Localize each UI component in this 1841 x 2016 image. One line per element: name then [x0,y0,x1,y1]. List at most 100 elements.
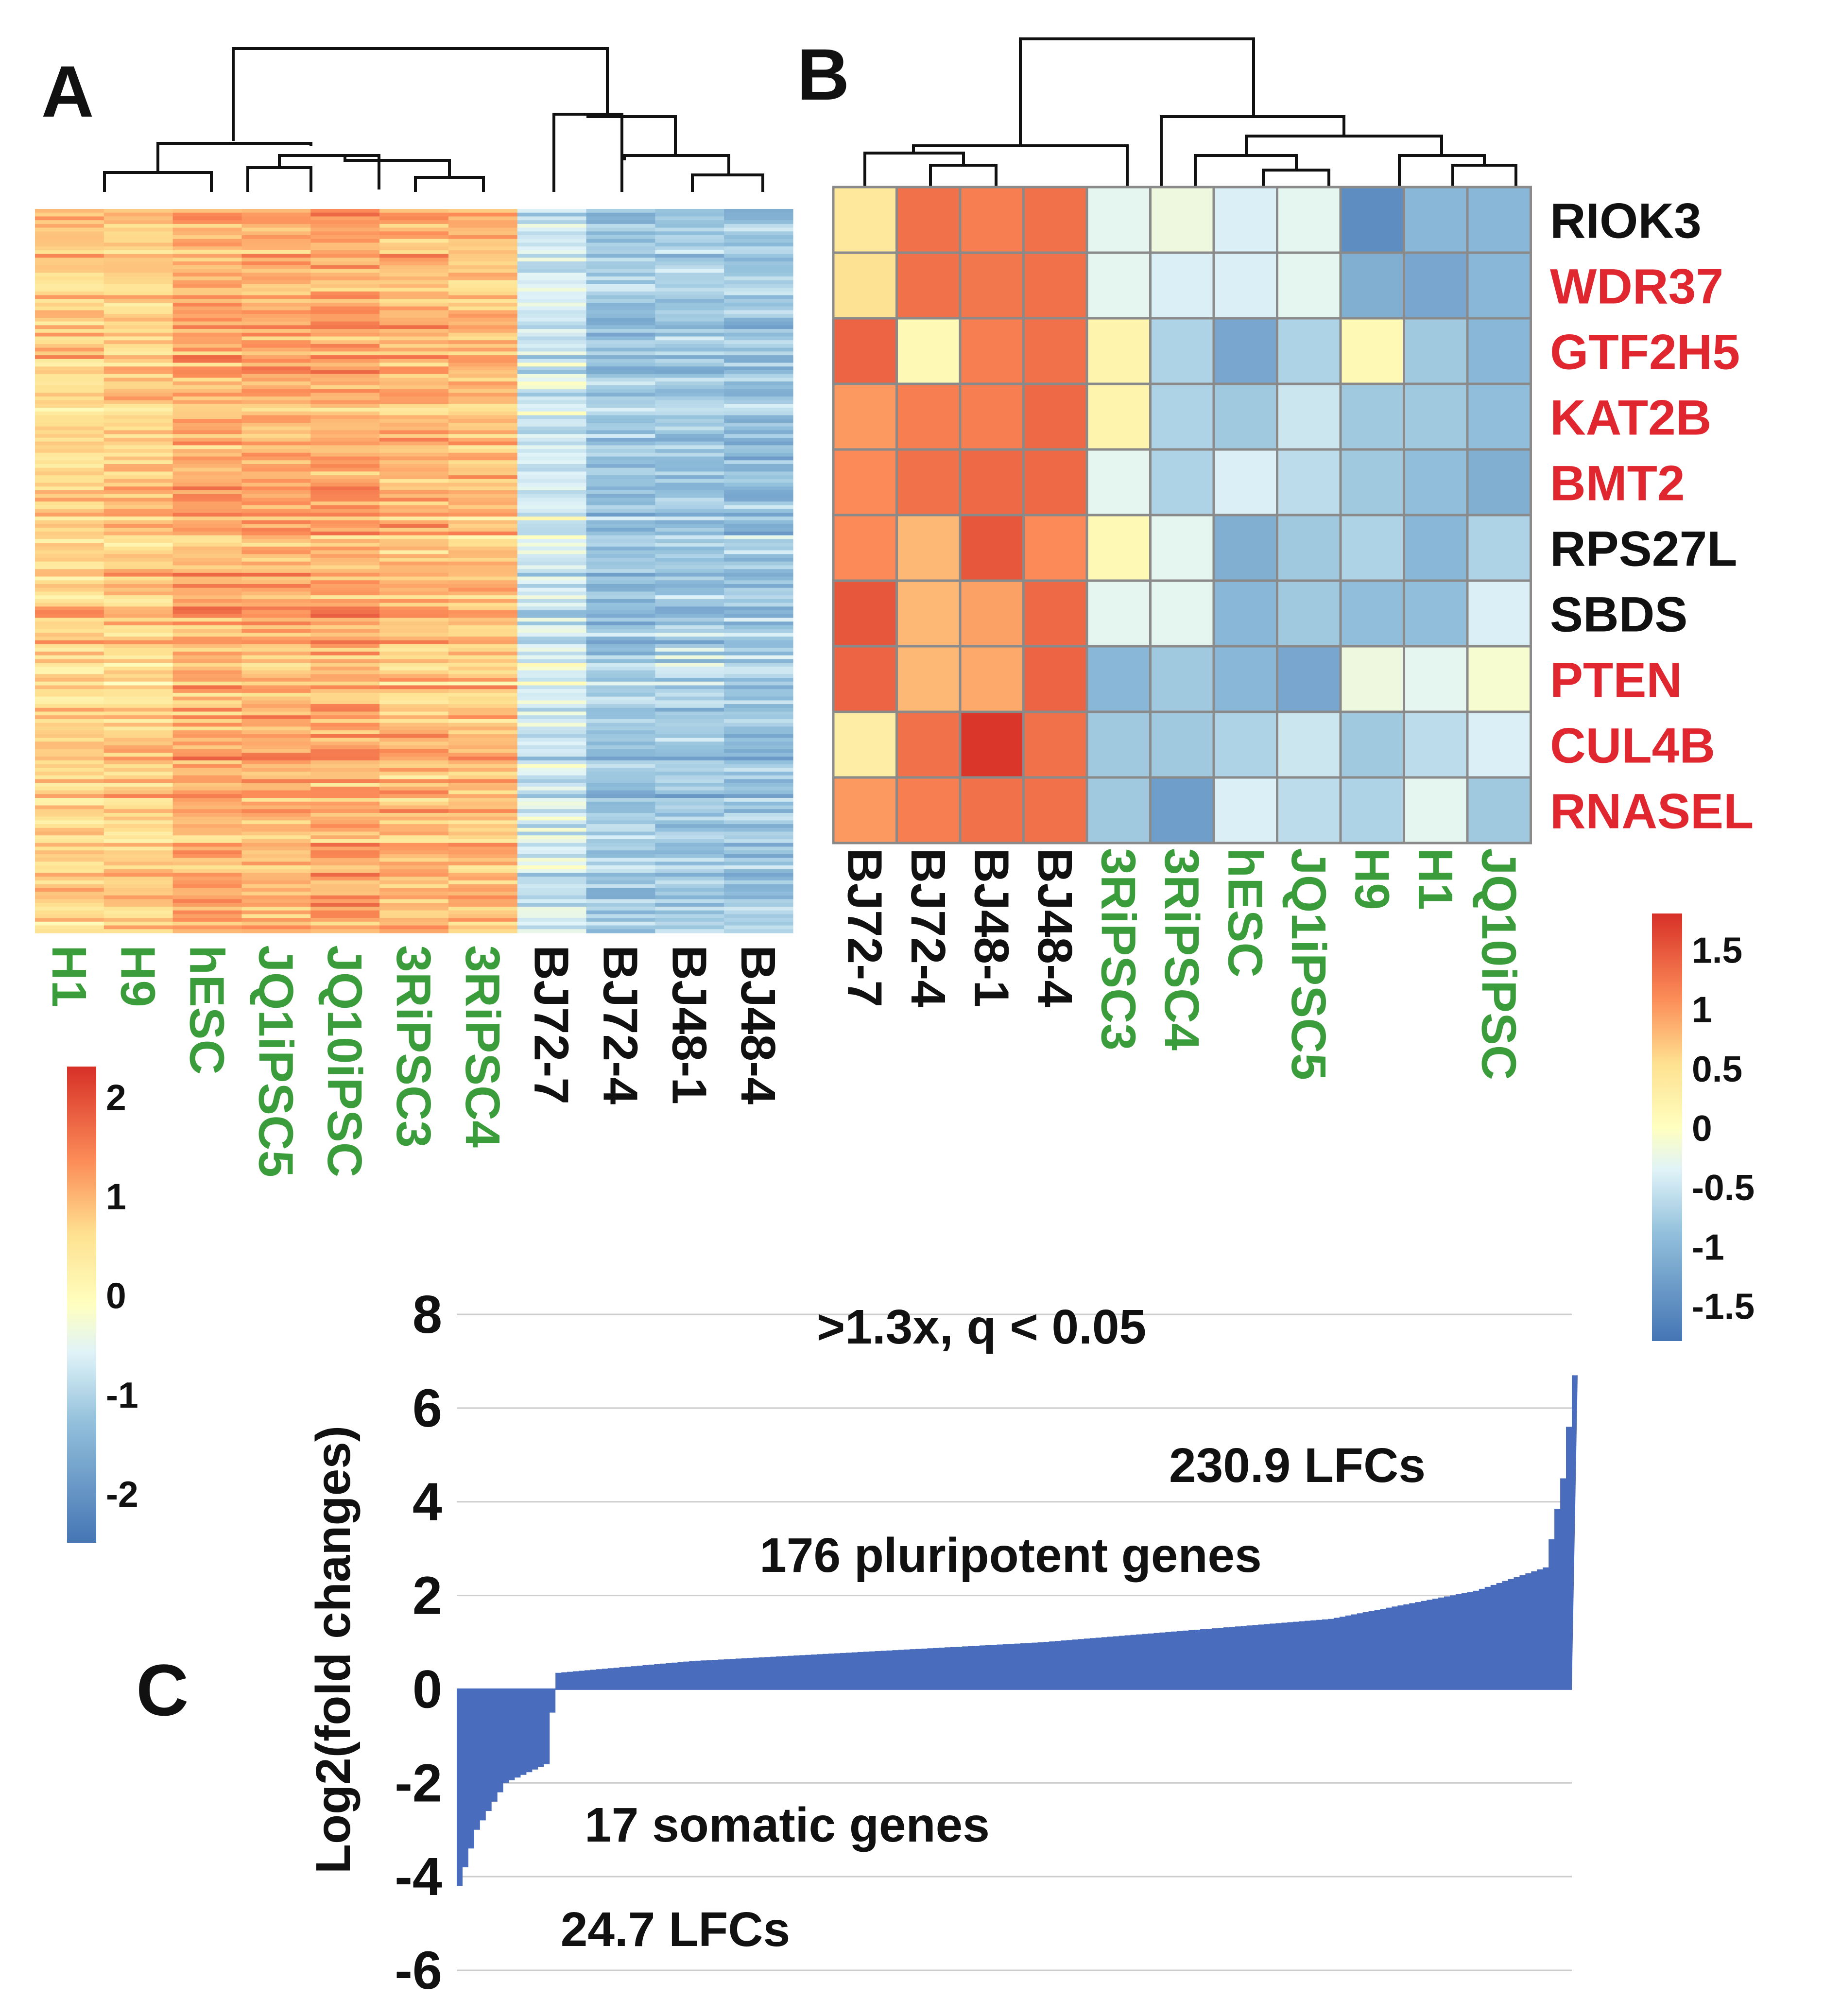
heatmap-a-cell [517,820,587,825]
heatmap-b-cell [1085,645,1152,713]
heatmap-a-cell [448,381,518,386]
heatmap-a-cell [655,475,724,480]
heatmap-a-cell [379,362,449,367]
heatmap-a-cell [103,227,173,232]
heatmap-b-cell [895,710,962,779]
heatmap-a-cell [517,261,587,266]
heatmap-a-cell [379,809,449,813]
heatmap-a-cell [172,351,242,356]
heatmap-a-cell [724,587,793,592]
heatmap-a-cell [241,235,311,240]
heatmap-a-cell [241,772,311,776]
heatmap-a-cell [310,325,380,329]
heatmap-a-cell [172,411,242,416]
heatmap-a-cell [241,490,311,495]
heatmap-a-cell [172,344,242,348]
heatmap-a-column-label: BJ72-7 [524,945,579,1104]
heatmap-a-cell [517,445,587,449]
heatmap-a-cell [586,696,655,701]
heatmap-a-cell [655,254,724,258]
heatmap-a-cell [103,340,173,345]
heatmap-a-cell [35,873,104,877]
heatmap-a-cell [586,835,655,840]
heatmap-a-cell [35,685,104,689]
heatmap-a-cell [379,389,449,393]
heatmap-a-cell [379,700,449,705]
heatmap-a-cell [35,903,104,907]
heatmap-a-cell [379,719,449,724]
heatmap-a-cell [103,528,173,532]
legend-a-tick-label: 1 [106,1176,126,1217]
heatmap-a-cell [586,524,655,528]
heatmap-a-cell [724,640,793,645]
heatmap-a-cell [241,873,311,877]
heatmap-a-cell [103,351,173,356]
heatmap-a-cell [241,498,311,502]
heatmap-a-cell [172,509,242,513]
heatmap-a-cell [172,906,242,911]
heatmap-a-cell [517,381,587,386]
heatmap-a-cell [586,775,655,780]
heatmap-a-cell [310,760,380,765]
heatmap-a-cell [517,419,587,423]
heatmap-a-cell [103,531,173,536]
heatmap-a-cell [586,467,655,472]
heatmap-a-cell [655,749,724,754]
heatmap-a-cell [172,216,242,221]
heatmap-a-cell [517,250,587,255]
heatmap-a-cell [35,707,104,712]
heatmap-a-cell [172,892,242,896]
heatmap-a-cell [586,261,655,266]
heatmap-a-cell [35,689,104,693]
heatmap-a-cell [724,745,793,750]
heatmap-a-cell [379,419,449,423]
heatmap-a-cell [517,557,587,562]
heatmap-a-cell [103,726,173,731]
heatmap-a-cell [172,835,242,840]
heatmap-a-cell [35,295,104,299]
heatmap-a-cell [517,212,587,217]
heatmap-a-cell [310,374,380,379]
heatmap-a-cell [586,674,655,678]
heatmap-a-cell [103,621,173,626]
heatmap-a-cell [586,584,655,588]
heatmap-a-cell [448,265,518,270]
heatmap-a-cell [172,569,242,573]
heatmap-a-cell [379,452,449,457]
heatmap-a-cell [35,517,104,521]
heatmap-b-cell [1276,251,1342,320]
heatmap-a-cell [586,925,655,930]
heatmap-a-cell [35,820,104,825]
heatmap-a-cell [310,696,380,701]
heatmap-a-cell [35,663,104,667]
heatmap-a-cell [379,681,449,686]
heatmap-a-cell [655,862,724,866]
heatmap-a-cell [241,340,311,345]
heatmap-a-cell [655,464,724,468]
heatmap-a-cell [35,561,104,566]
heatmap-a-cell [655,880,724,885]
heatmap-a-cell [310,317,380,322]
heatmap-a-cell [310,231,380,236]
heatmap-a-cell [35,471,104,476]
heatmap-a-cell [35,490,104,495]
heatmap-a-cell [517,873,587,877]
heatmap-a-cell [655,415,724,419]
heatmap-a-cell [586,918,655,922]
heatmap-a-cell [241,396,311,401]
heatmap-a-cell [448,250,518,255]
heatmap-b-cell [1085,186,1152,254]
heatmap-a-cell [103,644,173,648]
heatmap-a-cell [241,370,311,375]
heatmap-a-cell [586,231,655,236]
heatmap-a-cell [724,692,793,697]
heatmap-a-cell [448,494,518,499]
heatmap-a-cell [586,692,655,697]
heatmap-a-cell [724,389,793,393]
heatmap-a-cell [241,827,311,832]
heatmap-a-cell [517,846,587,851]
heatmap-a-cell [724,351,793,356]
heatmap-a-cell [586,850,655,855]
heatmap-a-cell [724,925,793,930]
pluripotent-genes-annotation: 176 pluripotent genes [759,1528,1262,1583]
